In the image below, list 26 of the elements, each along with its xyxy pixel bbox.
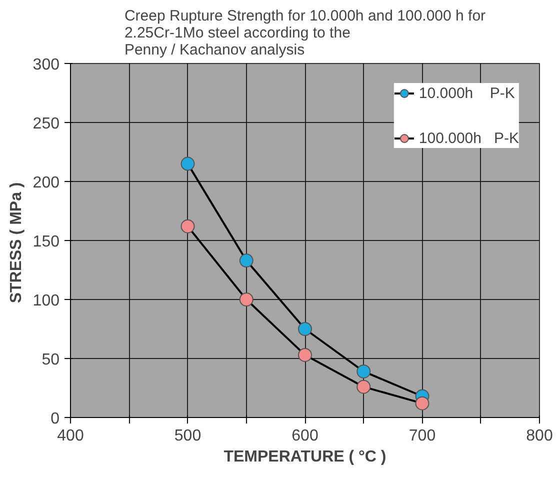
x-tick-label: 600 — [292, 428, 318, 444]
x-tick-label: 500 — [174, 428, 202, 444]
x-axis-title: TEMPERATURE ( °C ) — [224, 448, 386, 466]
point — [239, 292, 254, 306]
point — [180, 156, 195, 171]
y-tick-label: 100 — [32, 292, 60, 310]
y-tick-label: 300 — [32, 56, 60, 74]
y-tick-label: 150 — [32, 234, 60, 250]
point — [356, 380, 371, 394]
y-tick-label: 0 — [50, 410, 60, 428]
chart-title: Creep Rupture Strength for 10.000h and 100.000 h for 2.25Cr-1Mo steel according to the Penny / Kachanov analysis — [124, 8, 486, 58]
y-tick-label: 200 — [32, 174, 60, 192]
point — [298, 348, 312, 362]
y-axis-title: STRESS ( MPa ) — [8, 182, 25, 304]
legend-label: 10.000h P-K — [418, 84, 515, 102]
x-tick-label: 800 — [526, 428, 553, 444]
point — [180, 219, 195, 234]
x-tick-label: 400 — [57, 428, 84, 444]
x-tick-label: 700 — [408, 428, 436, 444]
point — [298, 322, 312, 336]
point — [356, 364, 371, 378]
point — [415, 396, 430, 410]
y-tick-label: 250 — [32, 116, 60, 132]
legend-label: 100.000h P-K — [418, 130, 519, 146]
point — [239, 254, 254, 268]
y-tick-label: 50 — [42, 352, 60, 368]
